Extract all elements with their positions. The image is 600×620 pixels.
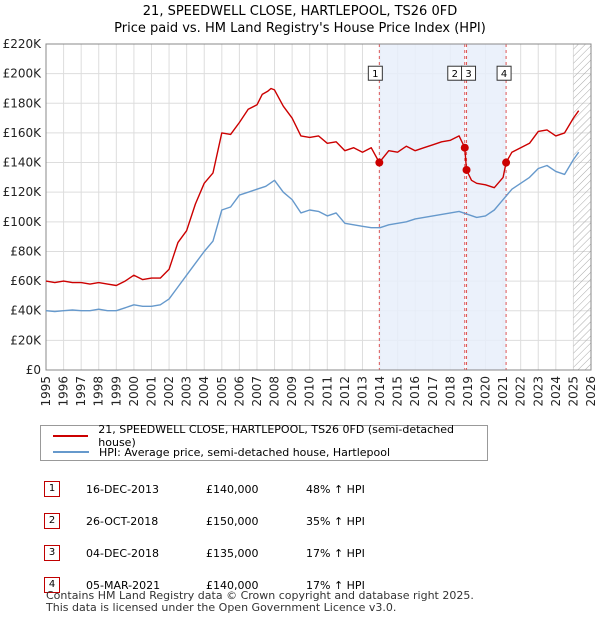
footer-copyright: Contains HM Land Registry data © Crown c… [46, 589, 474, 602]
x-tick-label: 2020 [479, 376, 493, 407]
transaction-label-box [367, 65, 383, 81]
legend-swatch-property [53, 435, 89, 437]
legend-item-hpi: HPI: Average price, semi-detached house,… [53, 444, 390, 460]
transaction-number: 1 [44, 481, 60, 497]
x-tick-label: 2002 [162, 376, 176, 407]
y-tick-label: £60K [10, 274, 42, 288]
transaction-hpi: 48% ↑ HPI [306, 482, 365, 496]
x-tick-label: 2010 [303, 376, 317, 407]
legend-label-property: 21, SPEEDWELL CLOSE, HARTLEPOOL, TS26 0F… [98, 423, 454, 449]
x-tick-label: 2001 [144, 376, 158, 407]
transaction-label: 4 [501, 69, 507, 80]
y-tick-label: £80K [10, 244, 42, 258]
x-tick-label: 2022 [514, 376, 528, 407]
legend-swatch-hpi [53, 451, 89, 453]
price-chart: £0 £20K £40K £60K £80K £100K £120K £140K £160K £1… [3, 37, 598, 407]
property-series-line [45, 87, 580, 287]
transaction-label-box [496, 65, 512, 81]
x-tick-label: 2021 [496, 376, 510, 407]
legend-item-property: 21, SPEEDWELL CLOSE, HARTLEPOOL, TS26 0F… [53, 423, 487, 449]
y-tick-label: £140K [3, 156, 43, 170]
x-tick-label: 2017 [426, 376, 440, 407]
y-tick-label: £200K [3, 67, 43, 81]
plot-area [46, 44, 591, 370]
x-tick-label: 2004 [197, 376, 211, 407]
footer-note: Contains HM Land Registry data © Crown c… [46, 590, 474, 614]
y-tick-label: £0 [26, 363, 41, 377]
table-row: 4 05-MAR-2021 £140,000 17% ↑ HPI [40, 569, 416, 601]
transaction-point [460, 143, 469, 152]
transaction-label-box [461, 65, 477, 81]
legend-label-hpi: HPI: Average price, semi-detached house,… [99, 445, 391, 459]
x-tick-label: 2015 [391, 376, 405, 407]
x-tick-label: 2023 [531, 376, 545, 407]
transaction-point [375, 158, 384, 167]
y-tick-label: £40K [10, 304, 42, 318]
shaded-span [379, 44, 465, 370]
transaction-date: 05-MAR-2021 [86, 578, 161, 592]
footer-license: This data is licensed under the Open Gov… [46, 601, 397, 614]
x-tick-label: 1995 [39, 376, 53, 407]
x-tick-label: 1999 [109, 376, 123, 407]
chart-subtitle: Price paid vs. HM Land Registry's House … [114, 21, 486, 36]
table-row: 1 16-DEC-2013 £140,000 48% ↑ HPI [40, 473, 416, 505]
transaction-hpi: 35% ↑ HPI [306, 514, 365, 528]
x-tick-label: 2024 [549, 376, 563, 407]
x-tick-label: 2006 [232, 376, 246, 407]
x-tick-label: 2008 [268, 376, 282, 407]
x-tick-label: 1997 [74, 376, 88, 407]
y-tick-label: £100K [3, 215, 43, 229]
x-tick-label: 2019 [461, 376, 475, 407]
x-tick-label: 1996 [57, 376, 71, 407]
transaction-number: 4 [44, 577, 60, 593]
transaction-hpi: 17% ↑ HPI [306, 578, 365, 592]
transaction-hpi: 17% ↑ HPI [306, 546, 365, 560]
plot-border [45, 43, 592, 371]
x-tick-label: 2025 [566, 376, 580, 407]
x-tick-label: 2013 [355, 376, 369, 407]
y-tick-label: £120K [3, 185, 43, 199]
transaction-point [502, 158, 511, 167]
transaction-date: 26-OCT-2018 [86, 514, 159, 528]
transaction-label: 3 [465, 69, 471, 80]
x-tick-label: 2012 [338, 376, 352, 407]
x-tick-label: 2009 [285, 376, 299, 407]
x-tick-label: 2014 [373, 376, 387, 407]
transaction-point [462, 165, 471, 174]
y-tick-label: £220K [3, 37, 43, 51]
chart-legend: 21, SPEEDWELL CLOSE, HARTLEPOOL, TS26 0F… [40, 423, 488, 461]
x-tick-label: 2018 [443, 376, 457, 407]
transaction-label: 1 [372, 69, 378, 80]
x-tick-label: 1998 [92, 376, 106, 407]
transaction-label: 2 [452, 69, 458, 80]
table-row: 2 26-OCT-2018 £150,000 35% ↑ HPI [40, 505, 416, 537]
x-tick-label: 2007 [250, 376, 264, 407]
transaction-number: 3 [44, 545, 60, 561]
hpi-series-line [45, 151, 580, 313]
x-tick-label: 2000 [127, 376, 141, 407]
transaction-price: £135,000 [206, 546, 259, 560]
chart-title: 21, SPEEDWELL CLOSE, HARTLEPOOL, TS26 0F… [142, 4, 458, 19]
transaction-date: 04-DEC-2018 [86, 546, 160, 560]
y-tick-label: £20K [10, 333, 42, 347]
table-row: 3 04-DEC-2018 £135,000 17% ↑ HPI [40, 537, 416, 569]
x-tick-label: 2011 [320, 376, 334, 407]
transaction-price: £150,000 [206, 514, 259, 528]
forecast-hatch [573, 44, 591, 370]
transactions-table: 1 16-DEC-2013 £140,000 48% ↑ HPI 2 26-OC… [40, 473, 416, 601]
x-tick-label: 2005 [215, 376, 229, 407]
x-tick-label: 2026 [584, 376, 598, 407]
y-tick-label: £180K [3, 96, 43, 110]
transaction-number: 2 [44, 513, 60, 529]
transaction-price: £140,000 [206, 578, 259, 592]
x-tick-label: 2003 [180, 376, 194, 407]
transaction-price: £140,000 [206, 482, 259, 496]
x-tick-label: 2016 [408, 376, 422, 407]
y-tick-label: £160K [3, 126, 43, 140]
transaction-date: 16-DEC-2013 [86, 482, 160, 496]
shaded-span [466, 44, 507, 370]
